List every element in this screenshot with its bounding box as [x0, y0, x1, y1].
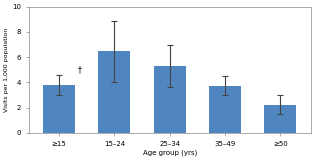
Bar — [154, 66, 186, 133]
Bar — [98, 51, 130, 133]
Bar — [264, 104, 296, 133]
Bar — [209, 86, 241, 133]
Text: †: † — [77, 65, 81, 74]
Y-axis label: Visits per 1,000 population: Visits per 1,000 population — [4, 28, 9, 112]
Bar — [43, 85, 75, 133]
X-axis label: Age group (yrs): Age group (yrs) — [143, 149, 197, 156]
